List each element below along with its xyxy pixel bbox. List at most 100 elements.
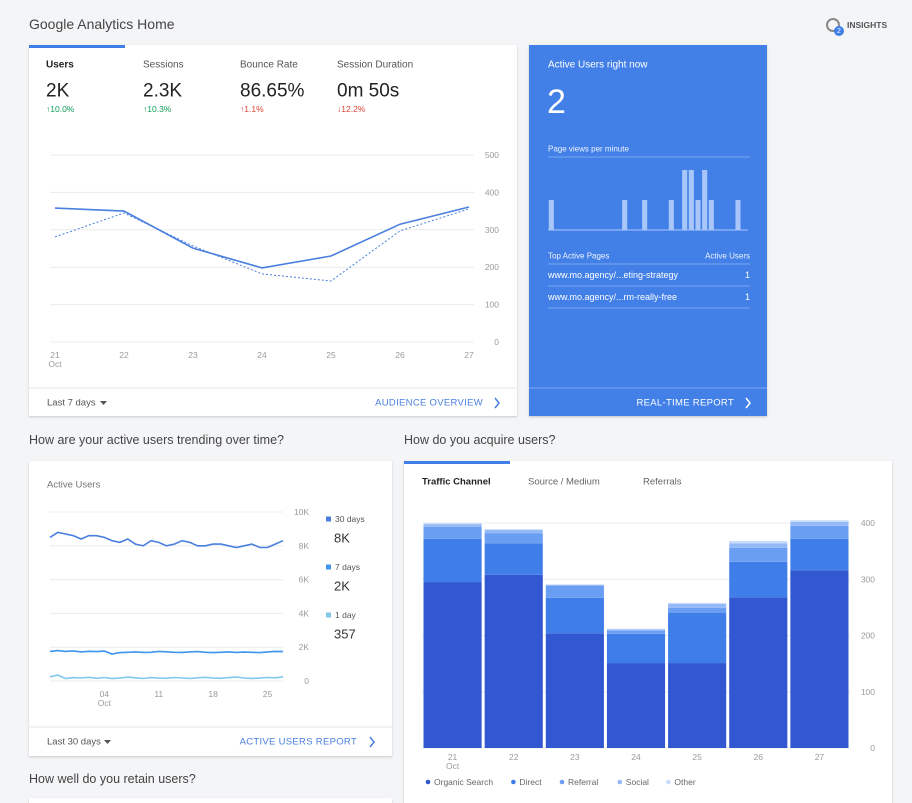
legend-dot xyxy=(425,779,431,785)
bar xyxy=(642,200,648,230)
legend-swatch xyxy=(326,516,331,522)
link-label: ACTIVE USERS REPORT xyxy=(240,737,357,748)
metric-tab[interactable]: Bounce Rate 86.65% ↑1.1% xyxy=(240,60,305,115)
x-tick-label: 26 xyxy=(754,752,764,762)
y-tick-label: 4K xyxy=(299,608,310,618)
metric-tabs: Users 2K ↑10.0% Sessions 2.3K ↑10.3% Bounce Ra… xyxy=(46,60,413,115)
table-header: Active Users xyxy=(705,252,750,261)
bar-segment xyxy=(606,663,666,748)
realtime-report-link[interactable]: REAL-TIME REPORT xyxy=(636,397,751,409)
section-heading: How well do you retain users? xyxy=(29,772,196,786)
legend-label: Referral xyxy=(568,777,598,787)
retention-card xyxy=(29,798,392,803)
insights-button[interactable]: 2 INSIGHTS xyxy=(826,18,887,36)
active-users-report-link[interactable]: ACTIVE USERS REPORT xyxy=(240,736,375,748)
bar-segment xyxy=(423,523,482,525)
metric-value: 2.3K xyxy=(143,81,182,102)
series-line xyxy=(49,649,284,655)
realtime-title: Active Users right now xyxy=(548,60,648,71)
bar-segment xyxy=(484,574,543,748)
section-heading: How do you acquire users? xyxy=(404,433,556,447)
y-tick-label: 500 xyxy=(485,150,499,160)
y-tick-label: 100 xyxy=(861,687,875,697)
series-line xyxy=(49,674,284,680)
x-tick-label: 04 xyxy=(100,689,110,699)
x-tick-label: 26 xyxy=(395,350,405,360)
link-label: REAL-TIME REPORT xyxy=(636,398,734,409)
insights-icon xyxy=(826,18,840,32)
x-tick-label: 24 xyxy=(631,752,641,762)
legend-label: Social xyxy=(626,777,649,787)
bar-segment xyxy=(790,525,849,539)
active-tab-indicator xyxy=(29,45,125,48)
bar-segment xyxy=(729,547,788,562)
bar-segment xyxy=(729,541,788,544)
y-tick-label: 6K xyxy=(299,575,310,585)
metric-value: 2K xyxy=(46,81,70,102)
legend-dot xyxy=(666,779,671,785)
metric-tab[interactable]: Users 2K ↑10.0% xyxy=(46,60,75,115)
metric-tab[interactable]: Sessions 2.3K ↑10.3% xyxy=(143,60,184,115)
chevron xyxy=(745,397,751,409)
metric-label: Session Duration xyxy=(337,60,413,71)
x-tick-label: 23 xyxy=(570,752,580,762)
bar-segment xyxy=(484,529,543,530)
bar-segment xyxy=(729,597,788,748)
y-tick-label: 0 xyxy=(494,337,499,347)
audience-overview-link[interactable]: AUDIENCE OVERVIEW xyxy=(375,398,500,409)
x-tick-label: 27 xyxy=(815,752,825,762)
realtime-value: 2 xyxy=(547,83,566,121)
y-tick-label: 200 xyxy=(485,262,499,272)
bar-segment xyxy=(790,521,849,526)
bar-segment xyxy=(423,582,482,748)
bar xyxy=(622,200,628,230)
range-selector[interactable]: Last 30 days xyxy=(47,737,111,748)
bar xyxy=(702,170,708,230)
bar xyxy=(688,170,694,230)
range-label: Last 7 days xyxy=(47,398,96,409)
active-users-card xyxy=(29,461,392,756)
tab[interactable]: Traffic Channel xyxy=(422,477,491,488)
range-selector[interactable]: Last 7 days xyxy=(47,398,107,409)
page-path: www.mo.agency/...eting-strategy xyxy=(547,270,679,280)
metric-value: 86.65% xyxy=(240,81,305,102)
bar-segment xyxy=(545,584,604,586)
x-tick-label: 25 xyxy=(692,752,702,762)
bar-segment xyxy=(668,607,727,613)
x-tick-label: 23 xyxy=(188,350,198,360)
bar-segment xyxy=(606,633,666,664)
y-tick-label: 2K xyxy=(299,642,310,652)
bar-segment xyxy=(606,631,666,634)
bar-segment xyxy=(668,604,727,608)
tab[interactable]: Source / Medium xyxy=(528,477,600,488)
y-tick-label: 400 xyxy=(861,518,875,528)
link-label: AUDIENCE OVERVIEW xyxy=(375,398,483,409)
bar xyxy=(668,200,674,230)
y-tick-label: 300 xyxy=(861,574,875,584)
metric-tab[interactable]: Session Duration 0m 50s ↓12.2% xyxy=(337,60,413,115)
bar-segment xyxy=(423,524,482,527)
tab[interactable]: Referrals xyxy=(643,477,682,488)
chevron xyxy=(369,736,375,748)
legend-label: Other xyxy=(674,777,695,787)
bar-segment xyxy=(729,561,788,598)
y-tick-label: 200 xyxy=(861,631,875,641)
x-tick-label: 27 xyxy=(464,350,474,360)
bar xyxy=(735,200,741,230)
x-tick-label: 22 xyxy=(509,752,519,762)
legend-dot xyxy=(559,779,565,785)
bar-segment xyxy=(423,538,482,583)
bar-segment xyxy=(545,633,604,748)
bar-segment xyxy=(729,543,788,548)
metric-value: 0m 50s xyxy=(337,81,399,102)
x-sublabel: Oct xyxy=(446,761,460,771)
bar-segment xyxy=(790,520,849,522)
series-line xyxy=(54,206,470,269)
metric-label: Users xyxy=(46,60,74,71)
legend-swatch xyxy=(326,564,331,570)
metric-label: Sessions xyxy=(143,60,184,71)
bar-segment xyxy=(790,570,849,748)
y-tick-label: 300 xyxy=(485,225,499,235)
